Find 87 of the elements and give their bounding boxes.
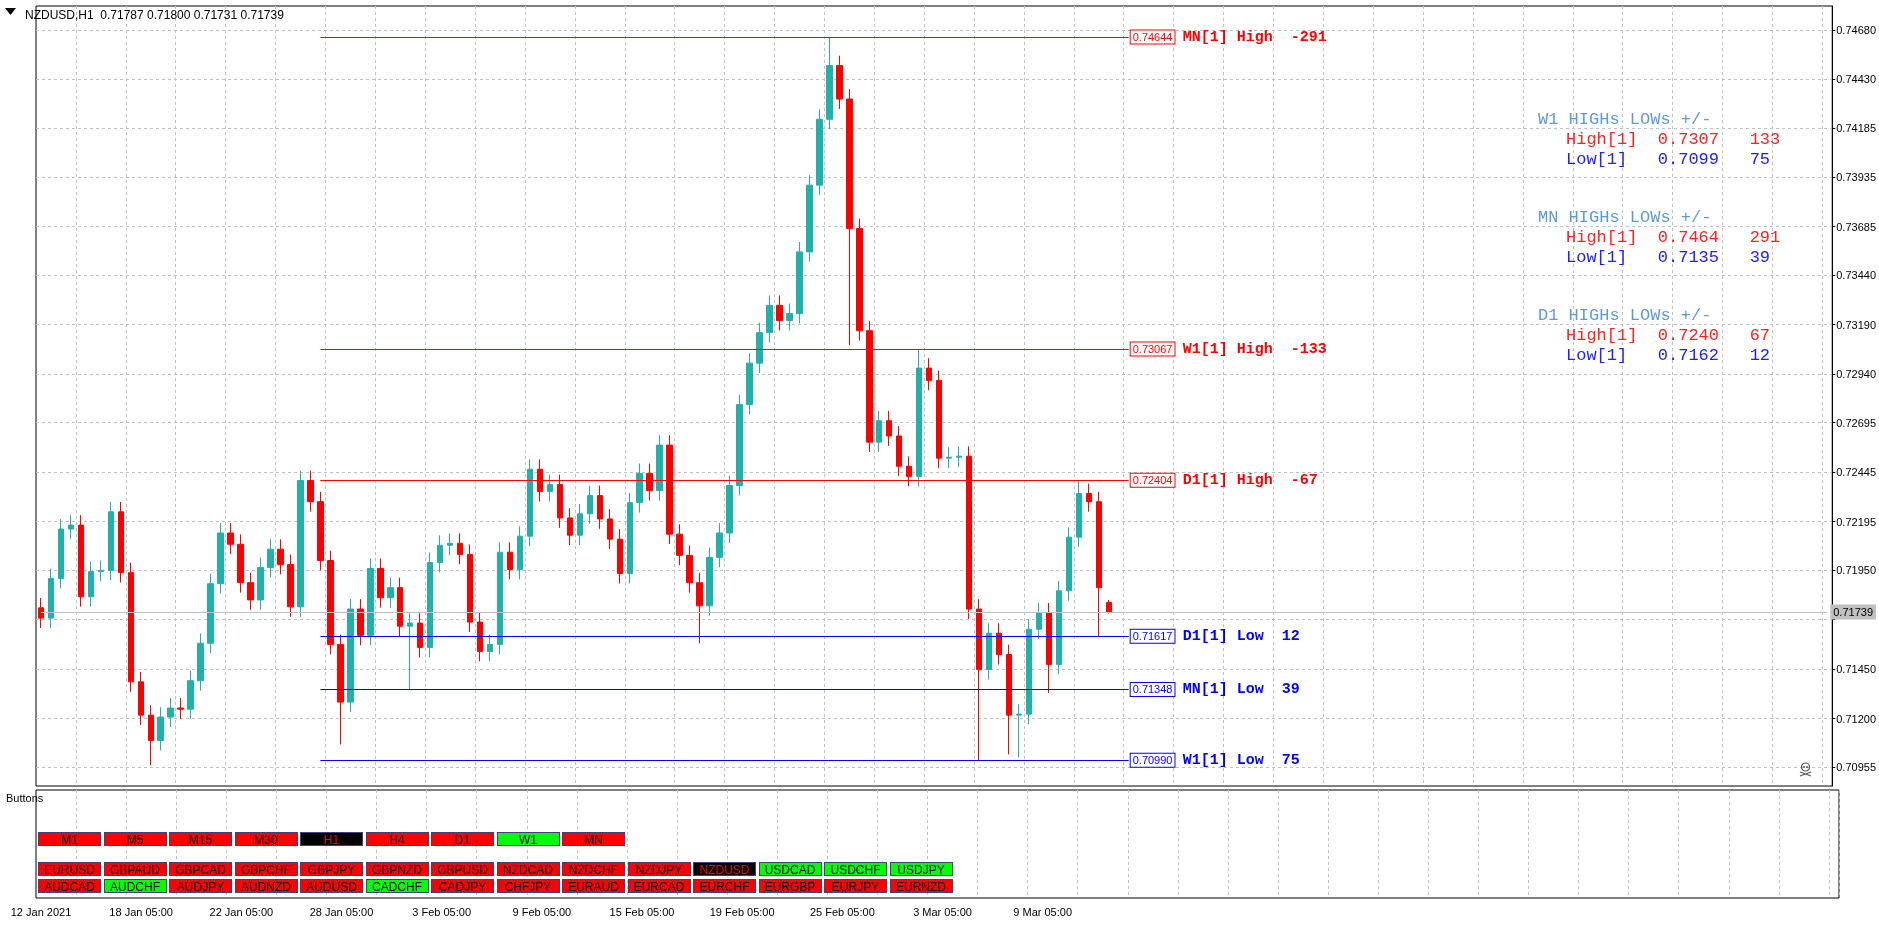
y-tick-label: 0.73935 [1836,171,1876,184]
annotation: Low[1] 0.7135 39 [1566,248,1772,268]
y-tick-label: 0.74680 [1836,23,1876,36]
annotation: W1[1] Low 75 [1182,752,1300,770]
annotation: High[1] 0.7307 133 [1566,130,1781,150]
annotation: Low[1] 0.7162 12 [1566,346,1772,366]
y-tick-label: 0.71450 [1836,663,1876,676]
annotation: MN[1] Low 39 [1182,681,1300,699]
y-tick-label: 0.74430 [1836,73,1876,86]
x-tick-label: 19 Feb 05:00 [709,905,775,918]
x-tick-label: 9 Mar 05:00 [1013,905,1073,918]
y-tick-label: 0.71200 [1836,712,1876,725]
y-tick-label: 0.73440 [1836,269,1876,282]
category-label: GBPNZD [365,862,429,877]
category-label: CADCHF [365,879,429,894]
category-label: M1 [38,832,101,847]
x-tick-label: 9 Feb 05:00 [512,905,572,918]
text: Buttons [6,792,44,804]
x-tick-label: 28 Jan 05:00 [309,905,374,918]
category-label: H1 [300,832,363,847]
annotation: High[1] 0.7240 67 [1566,326,1772,346]
category-label: GBPCAD [169,862,232,877]
ref-line-label: 0.72404 [1132,474,1173,487]
category-label: CADJPY [431,879,494,894]
category-label: EURUSD [38,862,101,877]
category-label: EURCAD [627,879,691,894]
category-label: AUDUSD [300,879,363,894]
category-label: NZDCAD [496,862,560,877]
category-label: NZDUSD [693,862,756,877]
category-label: AUDNZD [234,879,298,894]
category-label: CHFJPY [496,879,560,894]
y-tick-label: 0.72940 [1836,368,1876,381]
category-label: NZDCHF [562,862,625,877]
category-label: EURNZD [889,879,953,894]
category-label: M30 [234,832,298,847]
category-label: GBPJPY [300,862,363,877]
ref-line-label: 0.71348 [1132,683,1173,696]
y-tick-label: 0.71950 [1836,564,1876,577]
annotation: D1 HIGHs LOWs +/- [1538,306,1713,326]
category-label: AUDJPY [169,879,232,894]
category-label: EURJPY [824,879,887,894]
category-label: H4 [365,832,429,847]
x-tick-label: 15 Feb 05:00 [609,905,675,918]
annotation: High[1] 0.7464 291 [1566,228,1781,248]
annotation: D1[1] Low 12 [1182,628,1300,646]
category-label: USDCAD [758,862,822,877]
y-tick-label: 0.72195 [1836,515,1876,528]
category-label: MN [562,832,625,847]
annotation: MN[1] High -291 [1182,28,1327,46]
ref-line-label: 0.73067 [1132,343,1173,356]
x-tick-label: 3 Mar 05:00 [913,905,972,918]
category-label: NZDJPY [627,862,691,877]
y-tick-label: 0.72445 [1836,466,1876,479]
category-label: GBPCHF [234,862,298,877]
category-label: EURAUD [562,879,625,894]
x-tick-label: 22 Jan 05:00 [209,905,274,918]
category-label: W1 [496,832,560,847]
category-label: M5 [103,832,167,847]
x-tick-label: 12 Jan 2021 [10,905,72,918]
annotation: D1[1] High -67 [1182,472,1318,490]
y-tick-label: 0.70955 [1836,761,1876,774]
category-label: GBPUSD [431,862,494,877]
ref-line-label: 0.71739 [1833,605,1874,618]
ref-line-label: 0.70990 [1132,754,1173,767]
category-label: AUDCHF [103,879,167,894]
category-label: USDCHF [824,862,887,877]
y-tick-label: 0.73190 [1836,318,1876,331]
ref-line-label: 0.71617 [1132,630,1173,643]
x-tick-label: 3 Feb 05:00 [412,905,472,918]
x-tick-label: 18 Jan 05:00 [109,905,173,918]
category-label: D1 [431,832,494,847]
category-label: USDJPY [889,862,953,877]
annotation: W1 HIGHs LOWs +/- [1538,110,1713,130]
y-tick-label: 0.73685 [1836,220,1876,233]
category-label: GBPAUD [103,862,167,877]
category-label: AUDCAD [38,879,101,894]
chart-title: NZDUSD,H1 0.71787 0.71800 0.71731 0.71739 [25,8,285,22]
category-label: M15 [169,832,232,847]
y-tick-label: 0.74185 [1836,121,1876,134]
category-label: EURCHF [693,879,756,894]
y-tick-label: 0.72695 [1836,416,1876,429]
annotation: Low[1] 0.7099 75 [1566,150,1772,170]
category-label: EURGBP [758,879,822,894]
annotation: MN HIGHs LOWs +/- [1538,208,1713,228]
x-tick-label: 25 Feb 05:00 [809,905,875,918]
annotation: W1[1] High -133 [1182,341,1327,359]
ref-line-label: 0.74644 [1132,30,1173,43]
